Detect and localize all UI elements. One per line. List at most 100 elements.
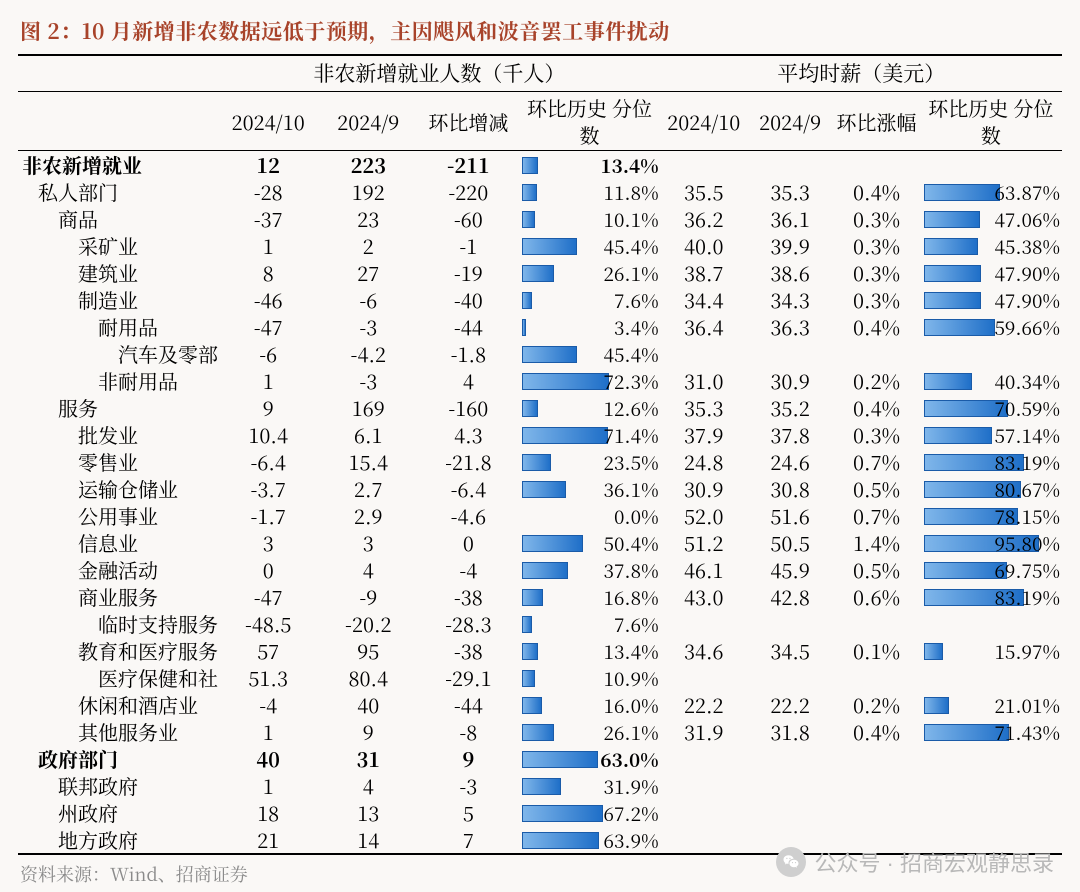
row-label: 商品	[18, 205, 218, 232]
percentile-bar-cell: 45.38%	[920, 232, 1062, 259]
wage-chg: 0.4%	[833, 178, 919, 205]
wage-chg	[833, 664, 919, 691]
jobs-sep: 14	[318, 826, 418, 854]
table-row: 批发业10.46.14.371.4%37.937.80.3%57.14%	[18, 421, 1062, 448]
jobs-sep: 4	[318, 772, 418, 799]
data-table: 非农新增就业人数（千人） 平均时薪（美元） 2024/10 2024/9 环比增…	[18, 54, 1062, 855]
jobs-oct: -47	[218, 583, 318, 610]
jobs-diff: -4	[418, 556, 518, 583]
header-jobs-sep: 2024/9	[318, 92, 418, 151]
percentile-bar-cell: 31.9%	[518, 772, 660, 799]
table-row: 政府部门4031963.0%	[18, 745, 1062, 772]
jobs-sep: 95	[318, 637, 418, 664]
jobs-sep: 2.9	[318, 502, 418, 529]
percentile-bar-cell: 80.67%	[920, 475, 1062, 502]
wage-sep: 45.9	[747, 556, 833, 583]
jobs-diff: -29.1	[418, 664, 518, 691]
jobs-sep: 6.1	[318, 421, 418, 448]
row-label: 服务	[18, 394, 218, 421]
wage-chg: 0.5%	[833, 475, 919, 502]
table-row: 公用事业-1.72.9-4.60.0%52.051.60.7%78.15%	[18, 502, 1062, 529]
jobs-sep: 169	[318, 394, 418, 421]
header-wage-oct: 2024/10	[661, 92, 747, 151]
table-row: 采矿业12-145.4%40.039.90.3%45.38%	[18, 232, 1062, 259]
wage-chg	[833, 772, 919, 799]
table-row: 信息业33050.4%51.250.51.4%95.80%	[18, 529, 1062, 556]
header-group-wage: 平均时薪（美元）	[661, 55, 1062, 92]
jobs-sep: -20.2	[318, 610, 418, 637]
jobs-sep: 4	[318, 556, 418, 583]
percentile-bar-cell: 47.06%	[920, 205, 1062, 232]
percentile-bar-cell: 3.4%	[518, 313, 660, 340]
jobs-oct: -48.5	[218, 610, 318, 637]
row-label: 非耐用品	[18, 367, 218, 394]
wage-chg: 0.4%	[833, 313, 919, 340]
wage-chg: 0.7%	[833, 448, 919, 475]
percentile-bar-cell: 40.34%	[920, 367, 1062, 394]
wage-chg: 0.3%	[833, 205, 919, 232]
header-wage-chg: 环比涨幅	[833, 92, 919, 151]
jobs-diff: -38	[418, 583, 518, 610]
wage-sep: 35.3	[747, 178, 833, 205]
table-row: 金融活动04-437.8%46.145.90.5%69.75%	[18, 556, 1062, 583]
percentile-bar-cell: 10.9%	[518, 664, 660, 691]
header-blank	[18, 55, 218, 92]
wage-oct: 38.7	[661, 259, 747, 286]
jobs-sep: 27	[318, 259, 418, 286]
percentile-bar-cell: 67.2%	[518, 799, 660, 826]
table-row: 汽车及零部件-6-4.2-1.845.4%	[18, 340, 1062, 367]
wage-oct: 34.6	[661, 637, 747, 664]
jobs-sep: 192	[318, 178, 418, 205]
row-label: 地方政府	[18, 826, 218, 854]
percentile-bar-cell: 57.14%	[920, 421, 1062, 448]
wage-chg: 0.1%	[833, 637, 919, 664]
percentile-bar-cell: 59.66%	[920, 313, 1062, 340]
wage-chg: 0.4%	[833, 718, 919, 745]
jobs-sep: -3	[318, 313, 418, 340]
jobs-sep: -3	[318, 367, 418, 394]
jobs-diff: -4.6	[418, 502, 518, 529]
jobs-oct: 3	[218, 529, 318, 556]
wage-sep	[747, 610, 833, 637]
percentile-bar-cell: 95.80%	[920, 529, 1062, 556]
row-label: 其他服务业	[18, 718, 218, 745]
header-jobs-diff: 环比增减	[418, 92, 518, 151]
wage-chg: 0.2%	[833, 691, 919, 718]
jobs-diff: 4	[418, 367, 518, 394]
wage-sep	[747, 664, 833, 691]
row-label: 私人部门	[18, 178, 218, 205]
jobs-oct: -1.7	[218, 502, 318, 529]
table-row: 非农新增就业12223-21113.4%	[18, 151, 1062, 179]
wage-chg: 0.3%	[833, 286, 919, 313]
wechat-icon	[776, 847, 806, 877]
percentile-bar-cell: 71.4%	[518, 421, 660, 448]
watermark-text: 公众号 · 招商宏观静思录	[814, 846, 1054, 878]
percentile-bar-cell: 72.3%	[518, 367, 660, 394]
row-label: 医疗保健和社会救助	[18, 664, 218, 691]
table-row: 其他服务业19-826.1%31.931.80.4%71.43%	[18, 718, 1062, 745]
row-label: 教育和医疗服务	[18, 637, 218, 664]
wage-chg	[833, 340, 919, 367]
wage-oct: 31.9	[661, 718, 747, 745]
wage-sep: 31.8	[747, 718, 833, 745]
wage-chg: 0.3%	[833, 421, 919, 448]
row-label: 运输仓储业	[18, 475, 218, 502]
row-label: 制造业	[18, 286, 218, 313]
wage-sep: 30.8	[747, 475, 833, 502]
wage-sep: 50.5	[747, 529, 833, 556]
wage-oct	[661, 340, 747, 367]
wage-oct: 22.2	[661, 691, 747, 718]
row-label: 政府部门	[18, 745, 218, 772]
wage-chg: 1.4%	[833, 529, 919, 556]
wage-chg: 0.3%	[833, 259, 919, 286]
header-group-jobs: 非农新增就业人数（千人）	[218, 55, 660, 92]
table-row: 临时支持服务-48.5-20.2-28.37.6%	[18, 610, 1062, 637]
jobs-diff: -40	[418, 286, 518, 313]
jobs-oct: 1	[218, 772, 318, 799]
wage-oct: 36.2	[661, 205, 747, 232]
jobs-sep: -9	[318, 583, 418, 610]
row-label: 信息业	[18, 529, 218, 556]
jobs-oct: -3.7	[218, 475, 318, 502]
jobs-oct: -6	[218, 340, 318, 367]
percentile-bar-cell: 37.8%	[518, 556, 660, 583]
